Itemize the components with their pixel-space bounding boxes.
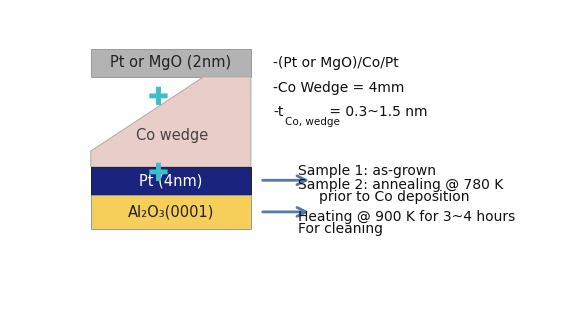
Text: Co, wedge: Co, wedge — [285, 117, 340, 127]
Text: -Co Wedge = 4mm: -Co Wedge = 4mm — [274, 81, 405, 95]
Text: Sample 1: as-grown: Sample 1: as-grown — [299, 163, 436, 178]
Text: ✚: ✚ — [148, 162, 169, 186]
Bar — [91, 167, 251, 195]
Text: Heating @ 900 K for 3~4 hours: Heating @ 900 K for 3~4 hours — [299, 210, 516, 224]
Bar — [91, 49, 251, 77]
Text: Pt or MgO (2nm): Pt or MgO (2nm) — [111, 55, 232, 70]
Text: ✚: ✚ — [148, 86, 169, 110]
Bar — [91, 195, 251, 229]
Text: Pt (4nm): Pt (4nm) — [139, 173, 203, 188]
Text: Sample 2: annealing @ 780 K: Sample 2: annealing @ 780 K — [299, 178, 503, 192]
Polygon shape — [91, 77, 251, 167]
Text: = 0.3~1.5 nm: = 0.3~1.5 nm — [325, 105, 428, 119]
Text: Al₂O₃(0001): Al₂O₃(0001) — [127, 204, 214, 219]
Text: prior to Co deposition: prior to Co deposition — [318, 190, 469, 204]
Text: Co wedge: Co wedge — [136, 128, 208, 143]
Text: -t: -t — [274, 105, 284, 119]
Text: -(Pt or MgO)/Co/Pt: -(Pt or MgO)/Co/Pt — [274, 57, 399, 70]
Text: For cleaning: For cleaning — [299, 222, 384, 236]
